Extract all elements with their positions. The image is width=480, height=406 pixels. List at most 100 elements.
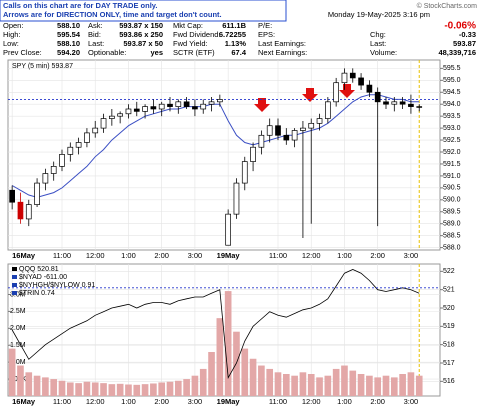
quote-value: 6.72255 <box>219 30 246 39</box>
candle-body <box>67 146 74 155</box>
volume-bar <box>307 374 315 396</box>
volume-bar <box>341 365 348 396</box>
volume-bar <box>174 380 182 396</box>
volume-bar <box>125 384 132 396</box>
quote-label: Volume: <box>370 48 397 57</box>
volume-bar <box>83 381 91 396</box>
x-tick-label: 2:00 <box>154 251 169 260</box>
candle-body <box>75 142 82 148</box>
candle-body <box>416 106 423 108</box>
y-tick-label: 3.0M <box>10 291 26 298</box>
quote-value: yes <box>150 48 163 57</box>
candle-body <box>283 134 290 141</box>
candle-body <box>408 103 414 107</box>
x-tick-label: 16May <box>12 397 36 406</box>
volume-bar <box>216 318 224 396</box>
notice-text: Calls on this chart are for DAY TRADE on… <box>3 1 157 10</box>
y-tick-label: 590.5 <box>443 185 461 192</box>
candle-body <box>241 161 248 184</box>
volume-bar <box>366 375 373 396</box>
volume-bar <box>415 375 423 396</box>
candle-body <box>109 115 115 119</box>
legend: $NYHGH/$NYLOW 0.91 <box>19 282 95 289</box>
candle-body <box>325 101 331 119</box>
legend: QQQ 520.81 <box>19 266 59 273</box>
candle-body <box>25 204 32 220</box>
x-tick-label: 11:00 <box>53 397 71 406</box>
volume-bar <box>282 374 290 396</box>
quote-value: 593.87 <box>453 39 476 48</box>
volume-bar <box>116 383 124 396</box>
volume-bar <box>58 380 66 396</box>
volume-bar <box>258 365 265 396</box>
quote-label: Chg: <box>370 30 386 39</box>
quote-value: -0.33 <box>459 30 476 39</box>
volume-bar <box>332 368 340 396</box>
x-tick-label: 3:00 <box>404 251 419 260</box>
legend-swatch <box>12 291 17 295</box>
y-tick-label: 2.0M <box>10 325 26 332</box>
quote-value: 595.54 <box>57 30 81 39</box>
volume-bar <box>382 375 390 396</box>
quote-label: Last: <box>370 39 386 48</box>
x-tick-label: 2:00 <box>370 251 385 260</box>
candle-body <box>17 201 24 220</box>
candle-body <box>158 103 165 110</box>
volume-bar <box>133 384 141 396</box>
quote-label: Mkt Cap: <box>173 21 203 30</box>
candle-body <box>316 118 323 124</box>
volume-bar <box>75 383 82 396</box>
quote-label: SCTR (ETF) <box>173 48 215 57</box>
y-tick-label: 591.0 <box>443 173 461 180</box>
candle-body <box>117 113 123 117</box>
x-tick-label: 3:00 <box>404 397 419 406</box>
x-tick-label: 1:00 <box>337 397 352 406</box>
y-tick-label: 521 <box>443 287 455 294</box>
x-tick-label: 19May <box>217 397 241 406</box>
legend: SPY (5 min) 593.87 <box>12 63 73 70</box>
candle-body <box>275 125 281 136</box>
quote-label: P/E: <box>258 21 272 30</box>
candle-body <box>258 134 265 148</box>
x-tick-label: 12:00 <box>302 251 321 260</box>
volume-bar <box>100 383 107 396</box>
quote-value: 593.86 x 250 <box>119 30 163 39</box>
candle-body <box>59 154 65 167</box>
legend: $NYAD -611.00 <box>19 274 67 281</box>
y-tick-label: 594.5 <box>443 89 461 96</box>
x-tick-label: 12:00 <box>86 397 105 406</box>
candle-body <box>217 99 223 103</box>
y-tick-label: 522 <box>443 268 455 275</box>
volume-bar <box>266 368 274 396</box>
candle-body <box>341 72 348 84</box>
y-tick-label: 595.0 <box>443 77 461 84</box>
x-tick-label: 2:00 <box>370 397 385 406</box>
candle-body <box>92 127 99 134</box>
candle-body <box>308 122 315 129</box>
candle-body <box>399 101 406 105</box>
volume-bar <box>407 372 415 396</box>
volume-bar <box>241 348 249 396</box>
legend-swatch <box>12 275 17 279</box>
candle-body <box>50 166 57 174</box>
arrow <box>254 98 270 112</box>
candle-body <box>374 91 381 103</box>
candle-body <box>266 125 273 136</box>
candle-body <box>233 182 240 215</box>
candle-body <box>100 118 107 129</box>
candle-body <box>9 189 15 203</box>
y-tick-label: 1.5M <box>10 342 26 349</box>
candle-body <box>291 130 298 141</box>
x-tick-label: 11:00 <box>269 251 287 260</box>
legend-swatch <box>12 283 17 287</box>
quote-value: 1.13% <box>225 39 247 48</box>
volume-bar <box>291 375 298 396</box>
volume-bar <box>191 375 199 396</box>
volume-bar <box>399 374 406 396</box>
quote-label: Fwd Yield: <box>173 39 208 48</box>
volume-bar <box>374 377 382 396</box>
x-tick-label: 3:00 <box>188 397 203 406</box>
candle-body <box>358 77 364 86</box>
quote-label: Open: <box>3 21 23 30</box>
